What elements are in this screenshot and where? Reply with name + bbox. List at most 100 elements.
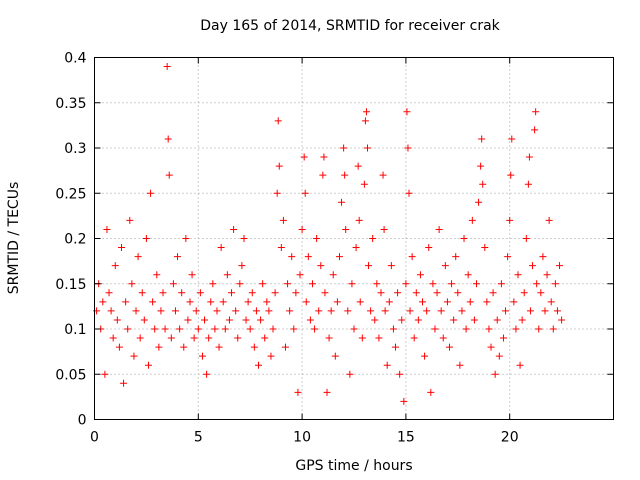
data-point: [362, 108, 370, 116]
data-point: [149, 298, 157, 306]
data-point: [301, 189, 309, 197]
data-point: [433, 289, 441, 297]
data-point: [176, 325, 184, 333]
data-point: [290, 325, 298, 333]
data-point: [497, 280, 505, 288]
data-point: [223, 271, 231, 279]
data-point: [228, 289, 236, 297]
data-point: [514, 271, 522, 279]
data-point: [358, 334, 366, 342]
y-tick-label: 0.1: [64, 322, 86, 338]
data-point: [288, 253, 296, 261]
data-point: [265, 307, 273, 315]
data-point: [134, 253, 142, 261]
data-point: [437, 307, 445, 315]
data-point: [352, 244, 360, 252]
data-point: [335, 253, 343, 261]
data-point: [138, 289, 146, 297]
x-tick-label: 10: [293, 430, 311, 446]
data-point: [475, 198, 483, 206]
data-point: [321, 289, 329, 297]
data-point: [385, 298, 393, 306]
data-point: [558, 316, 566, 324]
data-point: [213, 307, 221, 315]
data-point: [445, 343, 453, 351]
data-point: [232, 307, 240, 315]
data-point: [329, 271, 337, 279]
data-point: [478, 135, 486, 143]
y-tick-label: 0.15: [55, 277, 86, 293]
x-tick-labels: 0 5 10 15 20: [90, 430, 519, 446]
data-point: [320, 153, 328, 161]
axis-ticks: [94, 57, 614, 420]
data-point: [311, 325, 319, 333]
data-point: [423, 307, 431, 315]
data-point: [246, 325, 254, 333]
data-point: [292, 289, 300, 297]
data-point: [263, 298, 271, 306]
data-point: [257, 316, 265, 324]
data-point: [117, 244, 125, 252]
data-point: [379, 171, 387, 179]
data-point: [240, 235, 248, 242]
data-point: [431, 325, 439, 333]
data-point: [350, 325, 358, 333]
data-point: [363, 144, 371, 152]
x-axis-label: GPS time / hours: [295, 458, 412, 474]
data-point: [354, 162, 362, 170]
data-points: [93, 63, 566, 405]
data-point: [211, 325, 219, 333]
x-tick-label: 20: [501, 430, 519, 446]
data-point: [261, 334, 269, 342]
data-point: [435, 225, 443, 233]
data-point: [414, 316, 422, 324]
data-point: [109, 334, 117, 342]
data-point: [507, 171, 515, 179]
data-point: [269, 325, 277, 333]
data-point: [209, 280, 217, 288]
data-point: [481, 244, 489, 252]
data-point: [184, 316, 192, 324]
data-point: [196, 289, 204, 297]
data-point: [425, 244, 433, 252]
data-point: [344, 307, 352, 315]
data-point: [356, 298, 364, 306]
data-point: [394, 289, 402, 297]
data-point: [456, 361, 464, 369]
data-point: [502, 307, 510, 315]
data-point: [192, 307, 200, 315]
data-point: [373, 280, 381, 288]
data-point: [153, 271, 161, 279]
data-point: [132, 307, 140, 315]
data-point: [504, 253, 512, 261]
data-point: [518, 316, 526, 324]
data-point: [101, 370, 109, 378]
data-point: [115, 343, 123, 351]
data-point: [273, 189, 281, 197]
data-point: [230, 225, 238, 233]
data-point: [113, 316, 121, 324]
data-point: [157, 307, 165, 315]
data-point: [450, 316, 458, 324]
data-point: [408, 253, 416, 261]
data-point: [317, 262, 325, 270]
y-tick-label: 0.2: [64, 232, 86, 248]
data-point: [371, 316, 379, 324]
data-point: [389, 325, 397, 333]
data-point: [142, 235, 150, 242]
data-point: [151, 325, 159, 333]
data-point: [190, 334, 198, 342]
data-point: [248, 289, 256, 297]
data-point: [360, 180, 368, 188]
data-point: [387, 262, 395, 270]
data-point: [520, 289, 528, 297]
data-point: [242, 316, 250, 324]
data-point: [296, 271, 304, 279]
data-point: [331, 352, 339, 360]
data-point: [396, 370, 404, 378]
data-point: [355, 216, 363, 224]
data-point: [452, 253, 460, 261]
data-point: [236, 280, 244, 288]
data-point: [194, 325, 202, 333]
data-point: [531, 126, 539, 134]
